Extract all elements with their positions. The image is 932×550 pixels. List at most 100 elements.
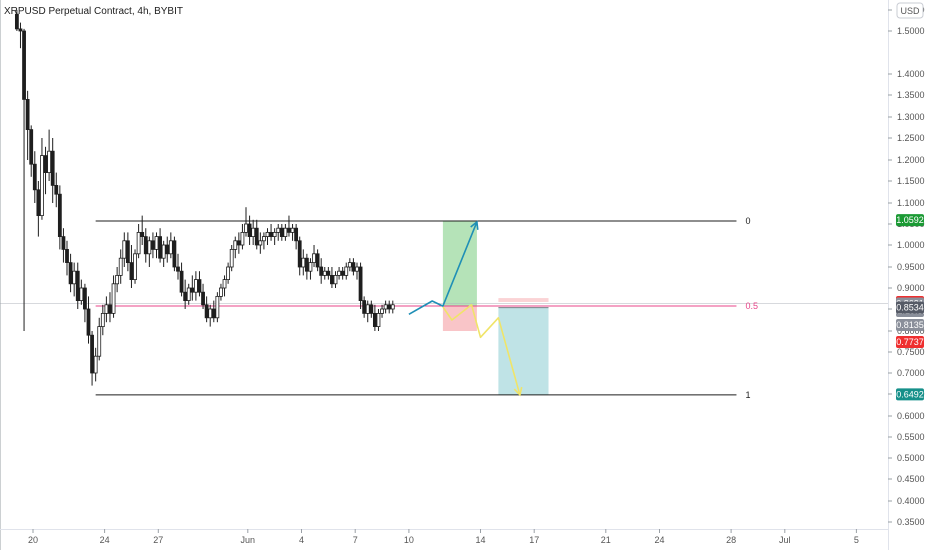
candle-body — [294, 227, 299, 242]
candle — [201, 283, 205, 309]
candle-body — [179, 270, 184, 293]
time-tick-label: 27 — [153, 535, 163, 545]
price-badge: 0.8135 — [896, 319, 924, 332]
candle — [176, 253, 180, 280]
candle-body — [297, 240, 302, 268]
price-badge-text: 1.0592 — [896, 215, 924, 225]
candle-body — [43, 155, 48, 174]
candle-body — [140, 231, 145, 237]
candle-body — [211, 308, 216, 319]
candle-body — [204, 304, 209, 319]
candle-body — [308, 262, 313, 272]
candle-body — [122, 240, 127, 259]
candle-body — [47, 150, 52, 173]
candle — [172, 236, 177, 272]
candle-body — [118, 257, 123, 276]
candle — [362, 296, 367, 318]
price-tick-label: 1.3500 — [897, 90, 925, 100]
candle-body — [276, 227, 281, 233]
fib-level-label: 1 — [745, 390, 750, 400]
candle-body — [36, 189, 41, 217]
price-badge: 0.6492 — [896, 388, 924, 401]
candle — [104, 296, 109, 323]
candle-body — [319, 266, 324, 276]
price-tick-label: 0.7000 — [897, 368, 925, 378]
candle — [269, 224, 273, 241]
candle — [133, 249, 137, 284]
currency-button[interactable]: USD — [896, 2, 924, 19]
candle-body — [165, 244, 170, 255]
price-axis[interactable]: 1.60001.50001.40001.35001.30001.25001.20… — [888, 5, 925, 527]
candle-body — [383, 304, 388, 310]
candle — [36, 181, 41, 237]
candle — [183, 279, 188, 309]
price-badge-text: 0.8135 — [896, 320, 924, 330]
candle — [57, 185, 62, 250]
candle-body — [75, 270, 80, 302]
candle-body — [125, 240, 130, 264]
candle — [351, 258, 356, 276]
candle — [83, 283, 87, 323]
candle-body — [380, 308, 384, 314]
time-tick-label: Jul — [779, 535, 791, 545]
time-tick-label: 4 — [299, 535, 304, 545]
candle-body — [251, 227, 256, 237]
short-stop-zone — [498, 298, 549, 302]
candle-body — [161, 244, 166, 259]
candle-body — [304, 257, 309, 272]
candle — [125, 232, 130, 272]
candle — [75, 262, 80, 309]
price-badge: 0.8534 — [896, 301, 924, 314]
candle — [165, 236, 170, 263]
candle — [369, 300, 374, 318]
short-target-zone — [498, 307, 549, 395]
candle — [100, 304, 105, 336]
candle — [204, 296, 209, 323]
candle-body — [90, 334, 94, 374]
price-tick-label: 1.5000 — [897, 26, 925, 36]
candle-body — [337, 270, 341, 276]
candle — [154, 232, 159, 259]
candle-body — [390, 304, 395, 310]
time-axis[interactable]: 20 24 27 Jun 4 7 10 14 17 21 24 28 Jul 5 — [28, 529, 859, 545]
candle — [333, 271, 338, 288]
candle — [340, 267, 345, 280]
candle — [304, 253, 309, 280]
candle-body — [244, 223, 248, 233]
candle-body — [215, 295, 220, 319]
candle-body — [272, 231, 277, 237]
candle — [244, 207, 248, 237]
candle — [279, 224, 284, 241]
candle — [365, 300, 370, 323]
candle-body — [50, 150, 55, 186]
candle-body — [100, 312, 105, 327]
candle-body — [143, 236, 148, 255]
candle — [258, 232, 263, 254]
candle-body — [362, 300, 367, 314]
projection-up-path-arrowhead — [470, 220, 479, 230]
price-badge-text: 0.8534 — [896, 303, 924, 313]
candle — [330, 267, 334, 288]
candle — [47, 129, 52, 181]
candle — [251, 219, 256, 245]
candle — [108, 292, 112, 323]
price-tick-label: 0.5000 — [897, 453, 925, 463]
fibonacci-retracement[interactable]: 00.51 — [95, 216, 758, 400]
candle — [18, 22, 23, 49]
candle-body — [57, 193, 62, 237]
time-tick-label: Jun — [241, 535, 256, 545]
chart-title: XRPUSD Perpetual Contract, 4h, BYBIT — [4, 6, 183, 17]
candle-body — [219, 287, 223, 297]
candle-body — [344, 266, 349, 276]
candle-body — [72, 270, 77, 285]
price-tick-label: 1.1000 — [897, 198, 925, 208]
projection-down-path — [442, 304, 521, 396]
candle-body — [168, 240, 173, 255]
candle — [97, 317, 102, 361]
candle — [358, 262, 363, 309]
candle-body — [190, 287, 195, 293]
candle-body — [269, 231, 273, 237]
candle — [158, 228, 162, 263]
candle — [262, 232, 266, 250]
